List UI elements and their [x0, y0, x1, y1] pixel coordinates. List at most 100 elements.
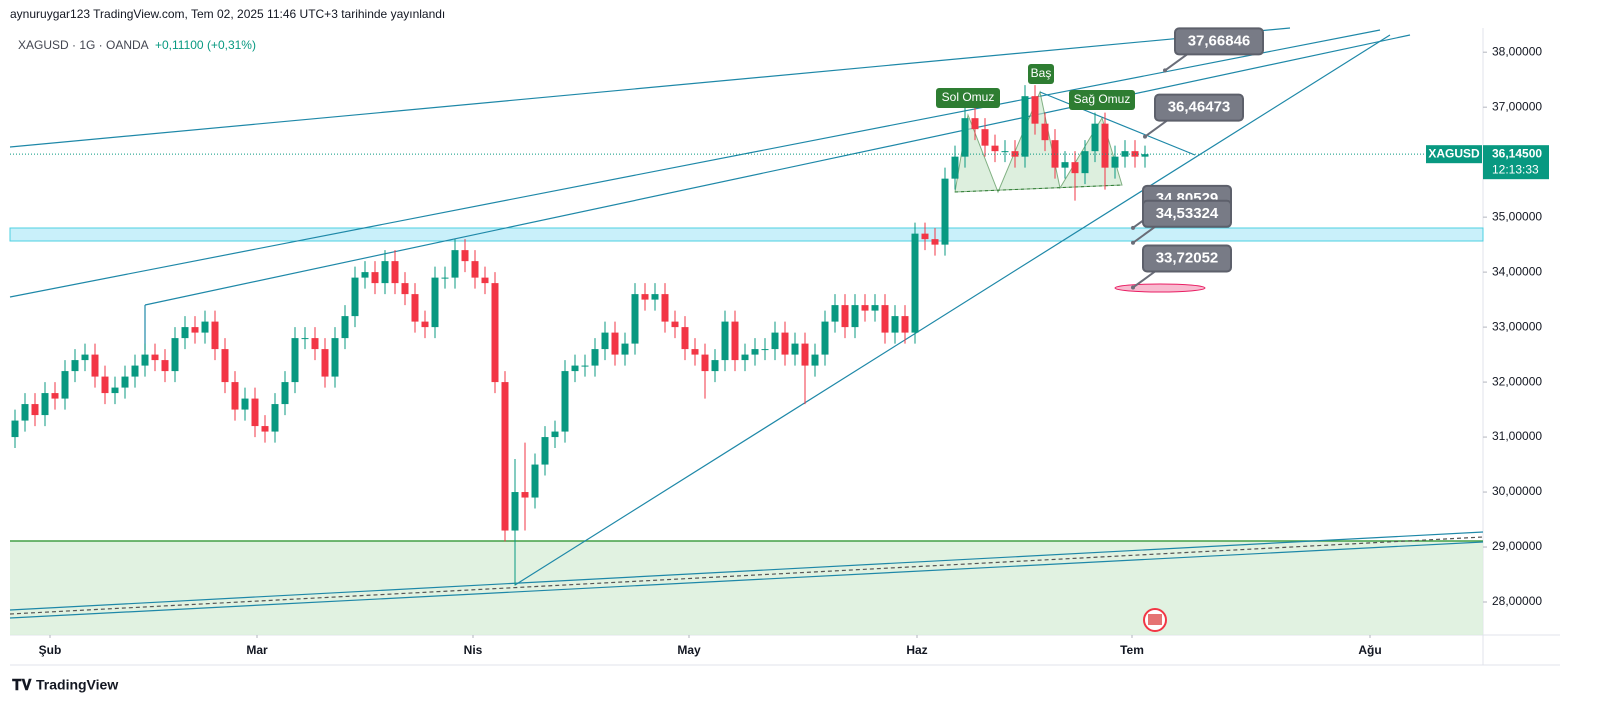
candle-body — [1081, 151, 1089, 174]
candle-body — [941, 178, 949, 245]
pattern-label-box — [1028, 64, 1054, 84]
candle-body — [341, 316, 349, 339]
candle-body — [61, 371, 69, 399]
candle-body — [11, 420, 19, 438]
candle-body — [1141, 154, 1149, 157]
callout-anchor — [1163, 68, 1167, 73]
candle-body — [991, 145, 999, 152]
y-tick-label: 37,00000 — [1492, 99, 1542, 113]
candle-body — [601, 332, 609, 350]
candle-body — [41, 393, 49, 416]
candle-body — [611, 332, 619, 355]
header-title: aynuruygar123 TradingView.com, Tem 02, 2… — [10, 7, 445, 21]
callout-label: 33,72052 — [1156, 249, 1219, 266]
candle-body — [541, 437, 549, 465]
y-tick-label: 29,00000 — [1492, 539, 1542, 553]
candle-body — [1031, 96, 1039, 124]
candle-body — [771, 332, 779, 350]
y-tick-label: 38,00000 — [1492, 44, 1542, 58]
candle-body — [361, 272, 369, 278]
candle-body — [1121, 151, 1129, 157]
channel-line — [9, 541, 1484, 619]
y-tick-label: 33,00000 — [1492, 319, 1542, 333]
candle-body — [681, 327, 689, 350]
callout-label: 36,46473 — [1168, 99, 1231, 116]
candle-body — [91, 354, 99, 377]
candle-body — [1041, 123, 1049, 141]
callout-anchor — [1143, 134, 1147, 139]
candle-body — [271, 404, 279, 432]
trend-line — [1039, 91, 1196, 156]
candle-body — [971, 118, 979, 130]
y-tick-label: 34,00000 — [1492, 264, 1542, 278]
trend-line — [144, 34, 1411, 306]
y-tick-label: 30,00000 — [1492, 484, 1542, 498]
y-tick-label: 35,00000 — [1492, 209, 1542, 223]
candle-body — [801, 343, 809, 366]
candle-body — [1021, 96, 1029, 157]
candle-body — [101, 376, 109, 394]
channel-mid — [9, 536, 1484, 615]
candle-body — [481, 277, 489, 284]
last-price-symbol: XAGUSD — [1428, 146, 1480, 160]
trend-line — [9, 29, 1381, 298]
candle-body — [471, 261, 479, 278]
change: +0,11100 (+0,31%) — [155, 38, 256, 52]
y-tick-label: 31,00000 — [1492, 429, 1542, 443]
candle-body — [191, 327, 199, 333]
candle-body — [141, 354, 149, 366]
x-tick-label: Ağu — [1358, 643, 1381, 657]
x-tick-label: Mar — [246, 643, 268, 657]
x-tick-label: May — [677, 643, 701, 657]
candle-body — [861, 305, 869, 311]
candle-body — [391, 261, 399, 284]
candle-body — [581, 365, 589, 367]
candle-body — [221, 349, 229, 383]
candle-body — [591, 349, 599, 366]
candle-body — [851, 305, 859, 328]
candle-body — [1091, 123, 1099, 152]
y-tick-label: 32,00000 — [1492, 374, 1542, 388]
candle-body — [741, 354, 749, 361]
pattern-label: Baş — [1031, 66, 1052, 80]
candle-body — [441, 277, 449, 279]
candle-body — [791, 343, 799, 355]
trend-line — [514, 34, 1391, 586]
candle-body — [281, 382, 289, 405]
candle-body — [1111, 156, 1119, 168]
pattern-label-box — [936, 88, 1000, 108]
resistance-zone — [9, 227, 1484, 242]
candle-body — [81, 354, 89, 361]
candle-body — [71, 360, 79, 372]
candle-body — [111, 387, 119, 394]
neckline — [954, 184, 1123, 193]
candle-body — [641, 294, 649, 300]
candle-body — [31, 404, 39, 416]
candle-body — [711, 360, 719, 372]
x-tick-label: Nis — [464, 643, 483, 657]
candle-body — [651, 294, 659, 300]
pattern-label-box — [1069, 90, 1135, 110]
candle-body — [321, 349, 329, 377]
candle-body — [161, 360, 169, 372]
candle-body — [981, 129, 989, 146]
candle-body — [201, 321, 209, 333]
candle-body — [911, 233, 919, 333]
candle-body — [761, 349, 769, 351]
candle-body — [781, 332, 789, 355]
candle-body — [631, 294, 639, 344]
event-icon-flag — [1148, 614, 1162, 625]
pattern-label: Sağ Omuz — [1074, 92, 1131, 106]
candle-body — [511, 492, 519, 531]
symbol: XAGUSD · 1G · OANDA — [18, 38, 149, 52]
candle-body — [961, 118, 969, 157]
candle-body — [751, 349, 759, 355]
candle-body — [411, 294, 419, 322]
candle-body — [491, 283, 499, 383]
candle-body — [231, 382, 239, 410]
candle-body — [531, 464, 539, 498]
candle-body — [671, 321, 679, 328]
channel-line — [9, 531, 1484, 611]
candle-body — [151, 354, 159, 361]
candle-body — [261, 426, 269, 432]
